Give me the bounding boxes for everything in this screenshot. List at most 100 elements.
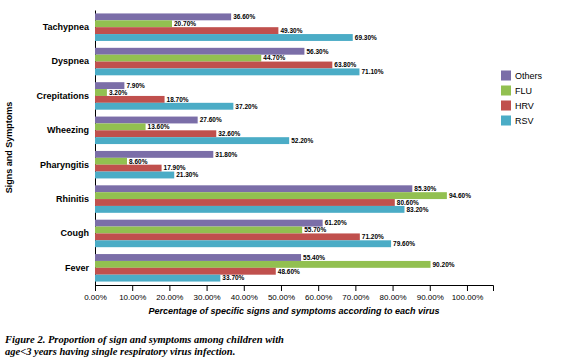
y-tick: Pharyngitis [40, 160, 89, 170]
x-tick-label: 20.00% [156, 293, 183, 302]
data-label: 56.30% [306, 48, 328, 55]
plot: 0.00% 10.00% 20.00% 30.00% 40.00% 50.00% 60.00… [36, 11, 493, 302]
data-label: 32.60% [218, 130, 240, 137]
data-label: 79.60% [393, 240, 415, 247]
legend-label: Others [515, 71, 543, 81]
data-label: 21.30% [176, 171, 198, 178]
x-tick-label: 30.00% [194, 293, 221, 302]
bar [95, 96, 165, 103]
y-tick-label: Pharyngitis [40, 160, 89, 170]
legend-item: RSV [501, 116, 534, 126]
x-tick: 60.00% [305, 285, 332, 302]
x-tick-mark [169, 285, 170, 291]
x-tick-label: 80.00% [379, 293, 406, 302]
x-tick: 70.00% [342, 285, 369, 302]
x-axis-line [96, 286, 494, 292]
bar [95, 172, 174, 179]
bar [95, 185, 412, 192]
data-label: 8.60% [129, 158, 148, 165]
x-tick-label: 50.00% [268, 293, 295, 302]
y-tick-label: Dyspnea [51, 56, 90, 66]
bar [95, 227, 302, 234]
bar [95, 158, 127, 165]
legend-swatch [501, 116, 511, 126]
data-label: 44.70% [263, 54, 285, 61]
x-tick-mark [318, 285, 319, 291]
y-tick: Rhinitis [56, 194, 89, 204]
data-label: 71.20% [362, 233, 384, 240]
data-label: 85.30% [414, 185, 436, 192]
bar [95, 254, 301, 261]
bar [95, 206, 404, 213]
data-label: 61.20% [325, 219, 347, 226]
bar [95, 130, 216, 137]
bar [95, 123, 146, 130]
x-tick: 50.00% [268, 285, 295, 302]
x-tick: 20.00% [156, 285, 183, 302]
bar [95, 268, 276, 275]
data-label: 36.60% [233, 13, 255, 20]
data-labels: 55.40%61.20%85.30%31.80%27.60%7.90%56.30… [109, 13, 471, 281]
y-tick: Wheezing [47, 125, 89, 135]
bar [95, 34, 353, 41]
bar [95, 89, 107, 96]
y-tick: Tachypnea [43, 22, 90, 32]
legend-swatch [501, 71, 511, 81]
y-tick: Fever [65, 263, 90, 273]
bar [95, 233, 360, 240]
bar [95, 20, 172, 27]
bar [95, 103, 233, 110]
x-tick: 80.00% [379, 285, 406, 302]
legend-swatch [501, 86, 511, 96]
bar [95, 55, 261, 62]
bar [95, 13, 231, 20]
bar [95, 165, 162, 172]
bars [95, 13, 447, 281]
bar [95, 137, 289, 144]
y-tick-label: Fever [65, 263, 90, 273]
x-axis-title: Percentage of specific signs and symptom… [148, 306, 439, 316]
bar [95, 68, 359, 75]
data-label: 69.30% [355, 34, 377, 41]
x-tick: 40.00% [231, 285, 258, 302]
legend-item: Others [501, 71, 543, 81]
bar [95, 192, 447, 199]
caption: Figure 2. Proportion of sign and symptom… [4, 334, 284, 357]
data-label: 27.60% [200, 116, 222, 123]
x-tick-mark [281, 285, 282, 291]
data-label: 7.90% [126, 82, 145, 89]
x-tick: 30.00% [194, 285, 221, 302]
chart: 0.00% 10.00% 20.00% 30.00% 40.00% 50.00% 60.00… [0, 0, 563, 363]
data-label: 49.30% [280, 27, 302, 34]
x-tick-mark [355, 285, 356, 291]
x-tick-mark [244, 285, 245, 291]
y-axis-title: Signs and Symptoms [4, 102, 14, 194]
data-label: 83.20% [406, 206, 428, 213]
legend-label: RSV [515, 116, 534, 126]
y-tick: Cough [61, 228, 90, 238]
legend-label: HRV [515, 101, 534, 111]
x-tick-mark [467, 285, 468, 291]
x-tick-label: 100.00% [452, 293, 484, 302]
y-tick-label: Rhinitis [56, 194, 89, 204]
x-tick-mark [95, 285, 96, 291]
x-tick-label: 70.00% [342, 293, 369, 302]
y-tick-label: Crepitations [36, 91, 89, 101]
x-tick-label: 0.00% [84, 293, 107, 302]
legend-item: HRV [501, 101, 534, 111]
x-tick-mark [207, 285, 208, 291]
data-label: 90.20% [433, 261, 455, 268]
data-label: 55.40% [303, 254, 325, 261]
data-label: 18.70% [167, 96, 189, 103]
y-tick: Crepitations [36, 91, 89, 101]
data-label: 48.60% [278, 268, 300, 275]
data-label: 33.70% [222, 274, 244, 281]
legend: OthersFLUHRVRSV [501, 71, 543, 126]
data-label: 13.60% [148, 123, 170, 130]
y-tick-label: Tachypnea [43, 22, 90, 32]
bar [95, 240, 391, 247]
x-tick: 90.00% [417, 285, 444, 302]
x-tick-label: 10.00% [119, 293, 146, 302]
data-label: 20.70% [174, 20, 196, 27]
x-axis: 0.00% 10.00% 20.00% 30.00% 40.00% 50.00% 60.00… [84, 285, 493, 302]
